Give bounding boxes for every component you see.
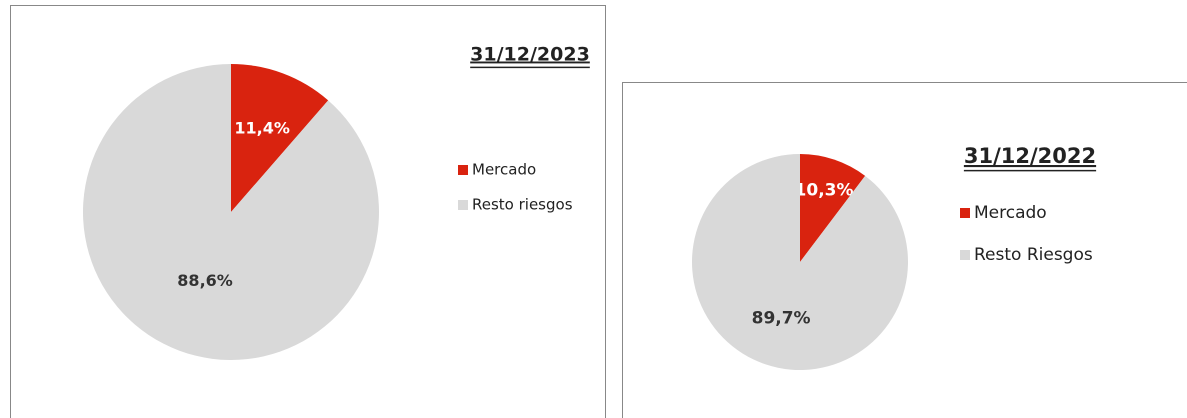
legend-swatch [960,250,970,260]
pie-slice [83,64,380,360]
legend-swatch [960,208,970,218]
data-label: 88,6% [177,271,233,290]
chart-title: 31/12/2023 [470,44,590,66]
legend-swatch [458,200,468,210]
legend-label: Resto Riesgos [974,245,1093,265]
data-label: 89,7% [752,308,811,328]
data-label: 11,4% [234,118,290,137]
legend-label: Resto riesgos [472,196,573,214]
pie-slice [231,64,329,212]
legend-swatch [458,165,468,175]
legend-label: Mercado [472,161,536,179]
legend-label: Mercado [974,203,1047,223]
pie-slice [800,154,866,262]
data-label: 10,3% [795,180,854,200]
pie-slice [691,154,909,371]
chart-title: 31/12/2022 [964,144,1096,168]
